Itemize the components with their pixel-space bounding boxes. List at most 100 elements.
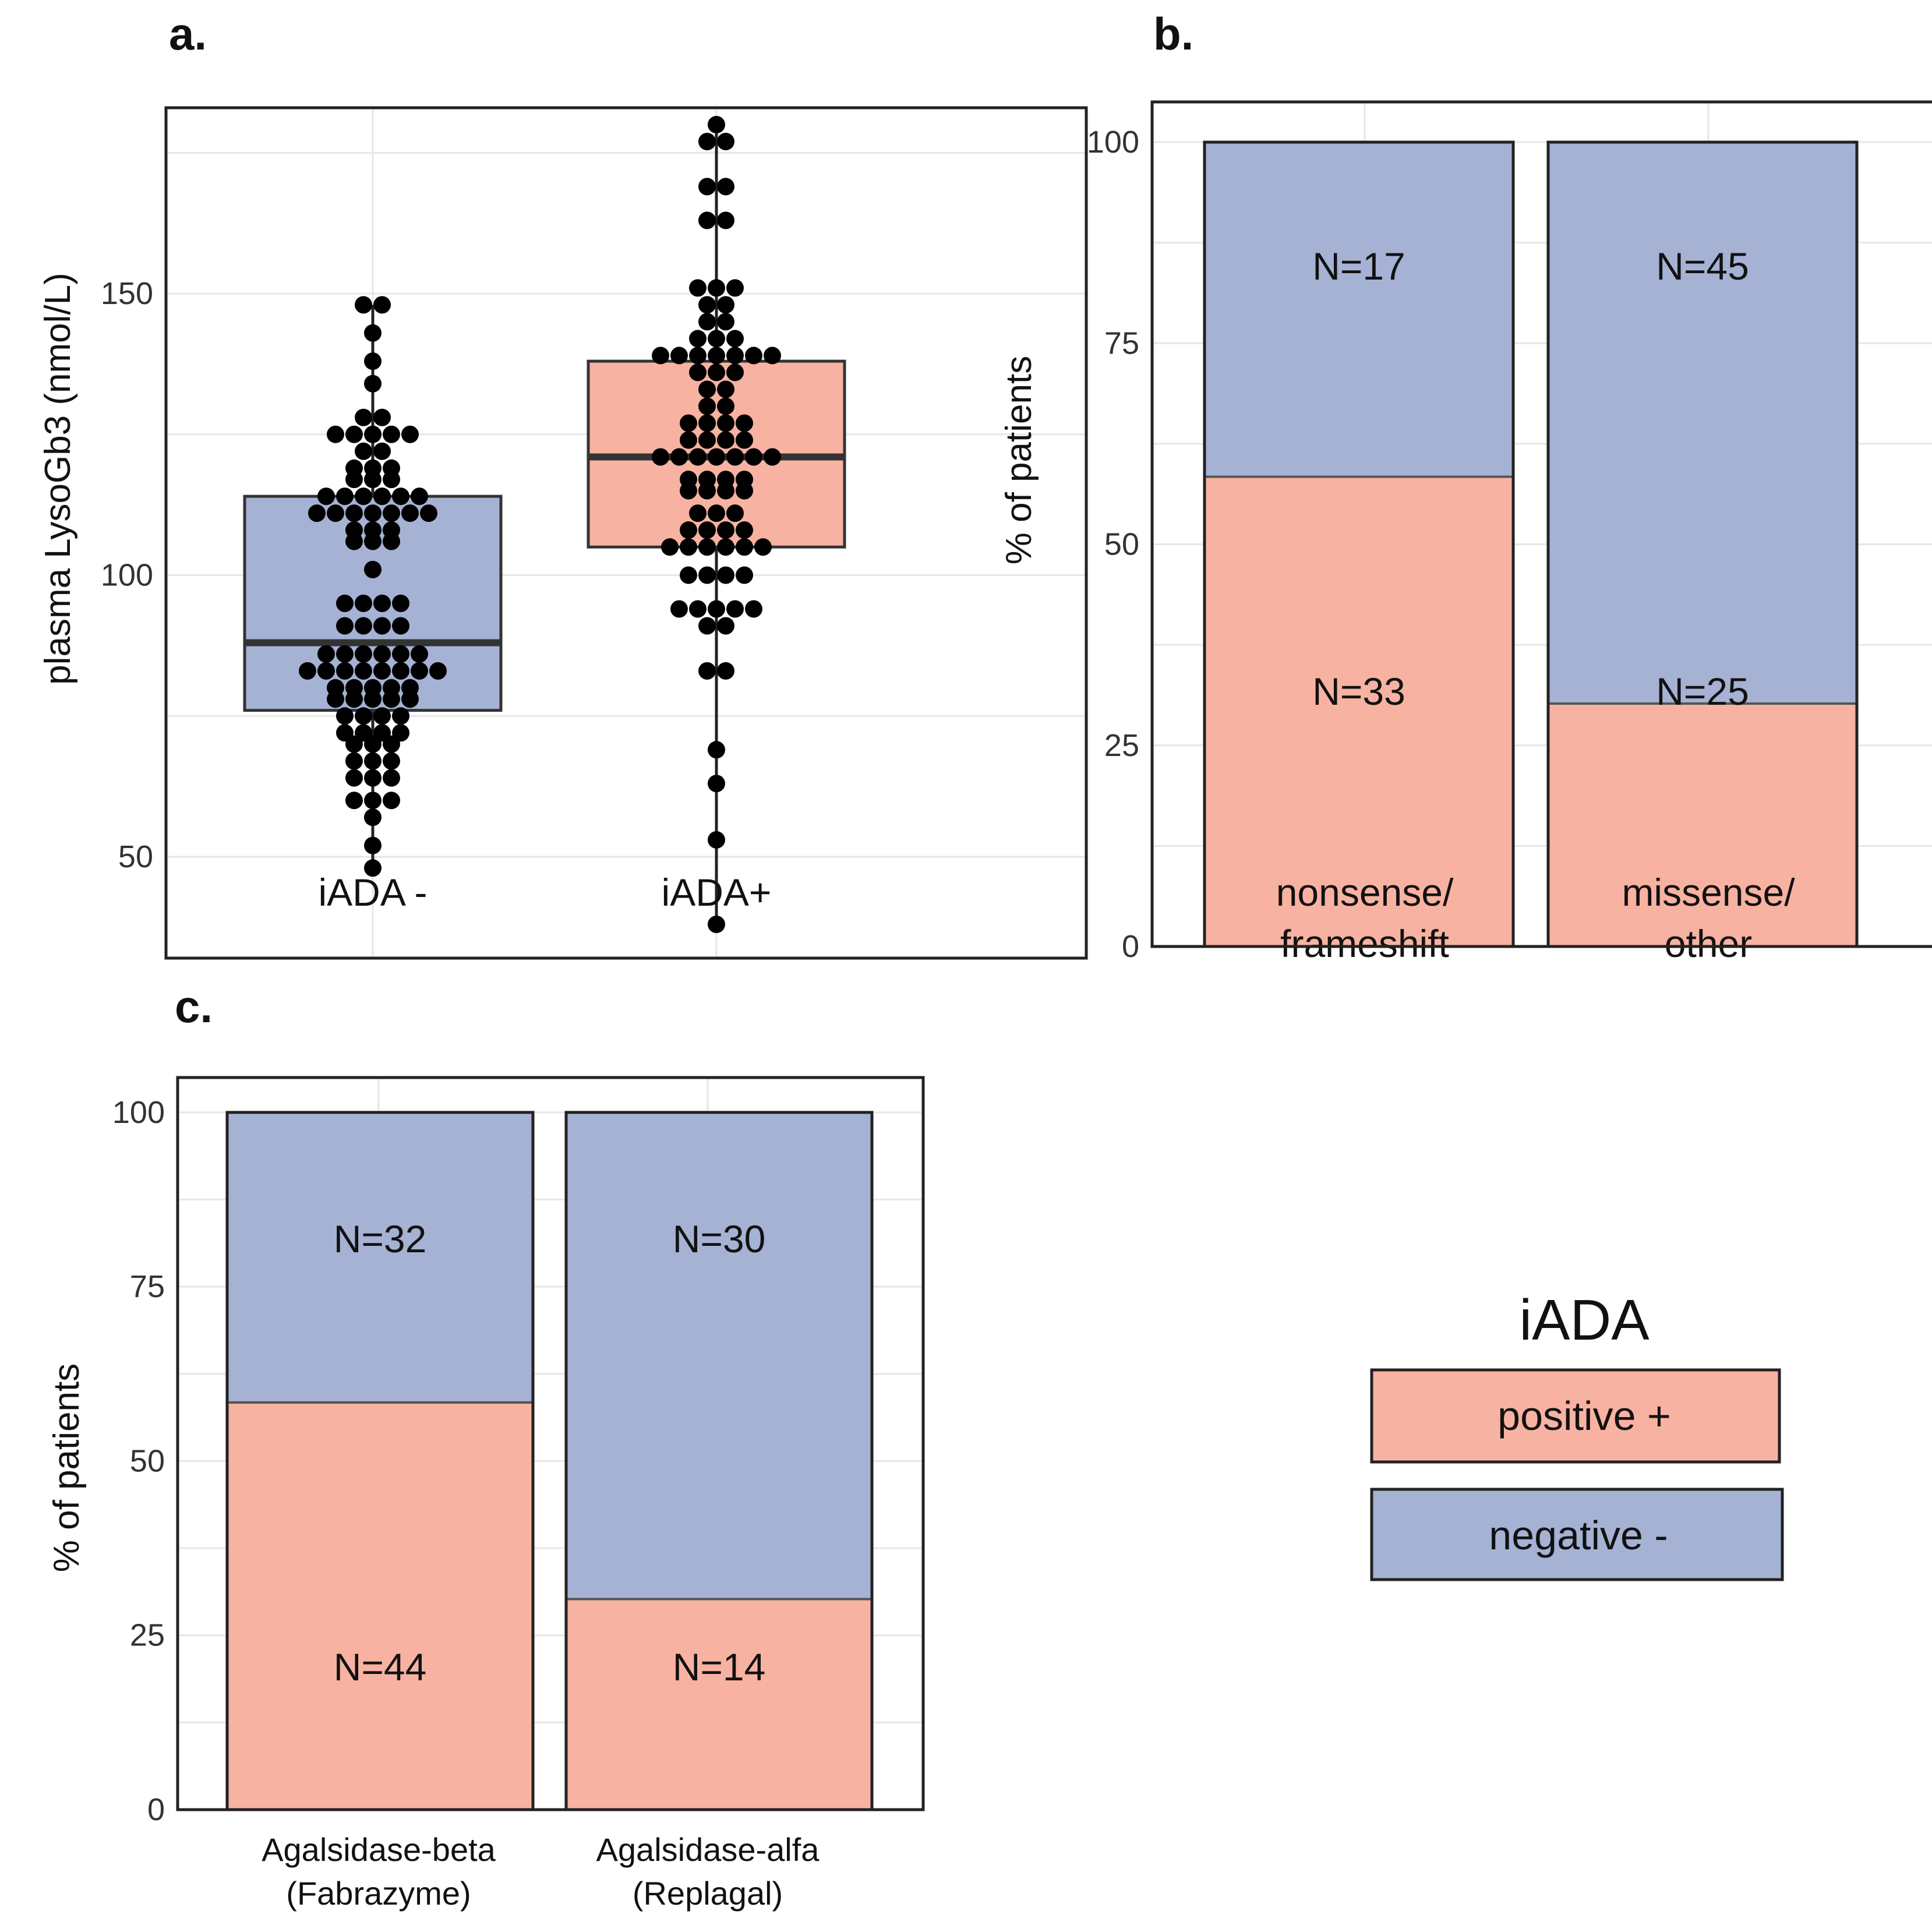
data-point [680,566,697,584]
data-point [717,414,734,432]
data-point [717,566,734,584]
data-point [364,352,382,370]
data-point [364,679,382,697]
data-point [308,504,326,522]
data-point [373,408,391,426]
data-point [355,707,372,725]
data-point [726,448,744,466]
panel-letter: b. [1153,8,1193,59]
data-point [364,375,382,393]
data-point [364,836,382,854]
data-point [336,594,354,612]
data-point [708,831,725,849]
data-point [652,347,669,365]
data-point [698,211,716,229]
data-point [327,425,344,443]
x-tick-label: nonsense/frameshift [1276,871,1454,965]
data-point [698,313,716,331]
data-point [698,133,716,151]
data-point [336,488,354,506]
data-point [717,296,734,314]
data-point [680,471,697,489]
data-point [726,504,744,522]
data-point [355,645,372,663]
data-point [708,448,725,466]
data-point [689,330,707,348]
x-tick-label: missense/other [1622,871,1795,965]
data-point [708,279,725,297]
data-point [373,488,391,506]
data-label-positive: N=33 [1312,670,1405,713]
data-point [754,538,772,556]
legend-label-positive: positive + [1497,1393,1671,1439]
data-point [411,662,428,680]
data-point [364,769,382,787]
data-point [698,178,716,196]
data-point [373,662,391,680]
data-point [717,431,734,449]
data-point [392,488,409,506]
data-point [689,504,707,522]
legend-key-negative [1370,1488,1784,1581]
data-point [717,397,734,415]
data-point [364,459,382,477]
data-point [401,504,419,522]
y-tick-label: 75 [130,1269,165,1304]
data-point [355,617,372,635]
data-point [345,504,363,522]
bar-segment [226,1401,534,1811]
data-point [429,662,447,680]
data-point [670,600,688,618]
data-point [717,211,734,229]
data-point [411,645,428,663]
data-point [745,600,762,618]
data-label-negative: N=17 [1312,245,1405,288]
data-point [355,724,372,742]
data-point [345,679,363,697]
panel-letter: c. [175,981,213,1032]
data-point [717,133,734,151]
data-point [726,600,744,618]
data-point [420,504,437,522]
data-point [708,504,725,522]
data-point [717,471,734,489]
bar-segment [1547,141,1858,705]
data-point [689,600,707,618]
data-point [708,741,725,759]
data-point [698,431,716,449]
y-axis-title: % of patients [47,1364,87,1572]
data-point [373,724,391,742]
data-point [373,617,391,635]
data-point [698,397,716,415]
data-point [392,645,409,663]
data-point [652,448,669,466]
panel-frame [1150,100,1932,948]
data-point [327,679,344,697]
y-tick-label: 50 [130,1443,165,1478]
data-point [383,752,400,770]
data-point [383,504,400,522]
data-point [345,769,363,787]
data-point [698,662,716,680]
data-point [680,431,697,449]
data-point [364,752,382,770]
data-point [383,459,400,477]
data-point [708,330,725,348]
data-label-negative: N=30 [673,1217,766,1260]
panel-letter: a. [169,8,207,59]
data-point [689,347,707,365]
data-point [717,380,734,398]
panel-frame [176,1076,925,1811]
legend-label-negative: negative - [1489,1513,1668,1558]
data-point [364,324,382,342]
y-tick-label: 0 [1122,929,1139,964]
data-point [373,296,391,314]
data-point [736,566,753,584]
data-point [327,504,344,522]
data-point [336,662,354,680]
data-point [383,679,400,697]
data-point [736,414,753,432]
data-point [345,425,363,443]
y-tick-label: 100 [1087,125,1139,160]
